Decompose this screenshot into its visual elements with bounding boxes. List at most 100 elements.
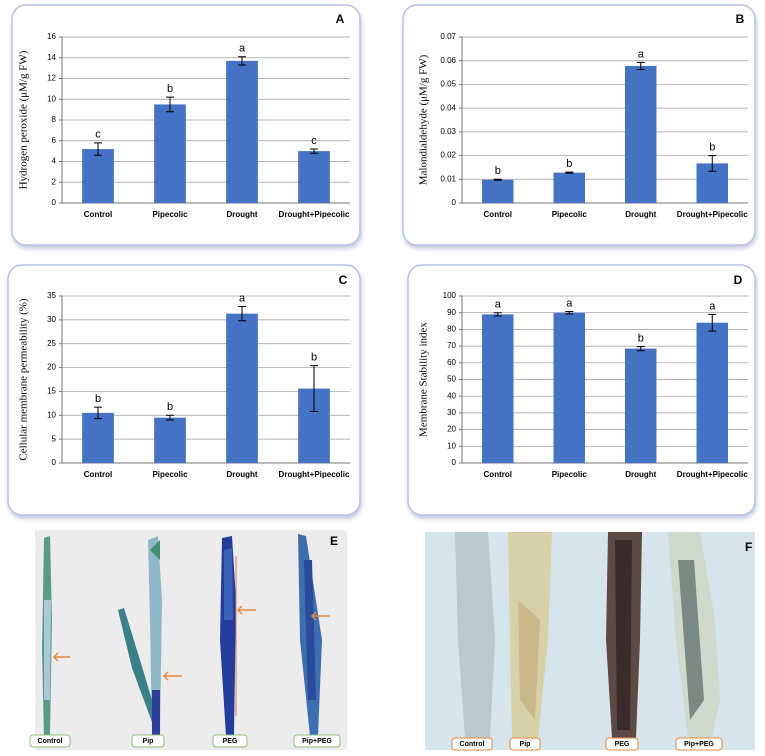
x-tick-label: Control: [484, 210, 512, 219]
error-bar: [94, 142, 102, 156]
y-tick-label: 0: [52, 198, 57, 207]
error-bar: [94, 406, 102, 420]
y-tick-label: 0: [52, 458, 57, 467]
error-bar: [238, 305, 246, 322]
significance-letter: a: [239, 292, 246, 304]
x-tick-label: Drought+Pipecolic: [677, 470, 748, 479]
significance-letter: a: [495, 299, 502, 311]
x-tick-label: Pipecolic: [152, 470, 188, 479]
x-tick-label: Pipecolic: [552, 470, 588, 479]
caption: Pip+PEG: [302, 738, 332, 745]
photo-e: E Control Pip PEG Pip+PEG: [29, 530, 347, 750]
significance-letter: a: [638, 48, 645, 60]
y-tick-label: 5: [52, 434, 57, 443]
y-tick-label: 10: [47, 410, 56, 419]
y-tick-label: 35: [47, 291, 56, 300]
y-tick-label: 4: [52, 157, 57, 166]
y-tick-label: 0.04: [440, 103, 456, 112]
y-axis-label: Membrane Stability index: [418, 322, 430, 437]
significance-letter: b: [566, 158, 572, 170]
leaf: [118, 608, 158, 722]
bar: [696, 322, 728, 463]
caption: Control: [460, 741, 485, 748]
caption: Control: [38, 738, 63, 745]
y-tick-label: 0: [452, 198, 457, 207]
x-tick-label: Control: [84, 210, 112, 219]
bar: [82, 149, 114, 203]
panel-frame: [11, 4, 361, 246]
y-tick-label: 70: [447, 341, 456, 350]
x-tick-label: Drought: [226, 470, 257, 479]
y-tick-label: 0.06: [440, 56, 456, 65]
panel-label: D: [734, 273, 743, 287]
x-tick-label: Control: [484, 470, 512, 479]
bar: [226, 313, 258, 463]
y-axis-label: Cellular membrane permeability (%): [18, 298, 30, 461]
x-tick-label: Drought: [625, 210, 656, 219]
error-bar: [636, 61, 645, 70]
significance-letter: c: [95, 129, 101, 141]
error-bar: [636, 346, 645, 352]
leaf: [518, 600, 540, 720]
caption-box: [293, 734, 341, 748]
panel-label: B: [736, 12, 745, 26]
y-tick-label: 90: [447, 308, 456, 317]
panel-label: E: [330, 534, 338, 548]
y-tick-label: 40: [447, 391, 456, 400]
leaf: [224, 548, 233, 620]
y-tick-label: 0.02: [440, 151, 456, 160]
error-bar: [708, 155, 717, 172]
x-tick-label: Drought+Pipecolic: [677, 210, 748, 219]
caption-box: [131, 734, 165, 748]
x-tick-label: Pipecolic: [152, 210, 188, 219]
x-tick-label: Drought: [625, 470, 656, 479]
significance-letter: a: [239, 43, 246, 55]
caption-box: [212, 734, 248, 748]
leaf: [150, 540, 160, 560]
arrow: [310, 611, 330, 621]
y-tick-label: 30: [47, 315, 56, 324]
x-tick-label: Drought+Pipecolic: [279, 470, 350, 479]
error-bar: [310, 365, 318, 412]
caption-box: [29, 734, 71, 748]
significance-letter: b: [167, 401, 173, 413]
caption: PEG: [223, 738, 238, 745]
bar: [154, 417, 186, 463]
y-tick-label: 100: [443, 291, 457, 300]
y-tick-label: 0.01: [440, 174, 456, 183]
leaf: [455, 532, 495, 738]
bar: [482, 314, 514, 463]
leaf: [304, 560, 316, 700]
bar: [154, 104, 186, 203]
y-tick-label: 25: [47, 339, 56, 348]
bar: [625, 65, 657, 203]
significance-letter: b: [638, 333, 644, 345]
caption-box: [509, 737, 541, 751]
leaf: [148, 536, 162, 735]
leaf: [615, 540, 632, 730]
error-bar: [310, 148, 318, 154]
significance-letter: b: [167, 83, 173, 95]
caption-box: [605, 737, 639, 751]
significance-letter: b: [95, 393, 101, 405]
y-tick-label: 14: [47, 53, 56, 62]
bar: [625, 348, 657, 463]
y-tick-label: 0: [452, 458, 457, 467]
x-tick-label: Drought: [226, 210, 257, 219]
y-tick-label: 10: [447, 441, 456, 450]
error-bar: [565, 311, 574, 315]
y-tick-label: 15: [47, 387, 56, 396]
arrow: [52, 652, 70, 662]
bar: [298, 151, 330, 203]
y-tick-label: 6: [52, 136, 57, 145]
bar: [553, 312, 585, 463]
y-tick-label: 60: [447, 358, 456, 367]
caption: Pip+PEG: [684, 741, 714, 748]
panel-label: A: [336, 12, 345, 26]
x-tick-label: Drought+Pipecolic: [279, 210, 350, 219]
caption-box: [675, 737, 723, 751]
significance-letter: a: [709, 300, 716, 312]
error-bar: [493, 312, 502, 317]
y-tick-label: 0.05: [440, 80, 456, 89]
error-bar: [565, 171, 574, 174]
